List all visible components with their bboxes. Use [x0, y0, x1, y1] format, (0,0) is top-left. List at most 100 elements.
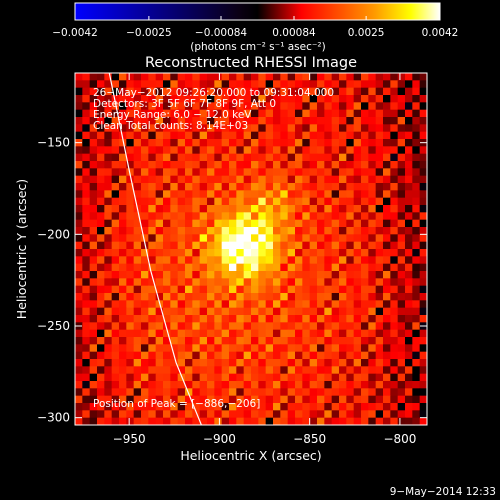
- heatmap-cell: [199, 197, 208, 206]
- heatmap-cell: [243, 87, 252, 96]
- heatmap-cell: [302, 366, 311, 375]
- heatmap-cell: [97, 366, 105, 375]
- heatmap-cell: [346, 95, 355, 103]
- heatmap-cell: [324, 344, 333, 353]
- heatmap-cell: [192, 190, 201, 199]
- heatmap-cell: [265, 102, 274, 111]
- heatmap-cell: [419, 190, 427, 199]
- heatmap-cell: [368, 351, 377, 360]
- heatmap-cell: [419, 344, 427, 353]
- heatmap-cell: [375, 381, 384, 389]
- heatmap-cell: [221, 139, 230, 147]
- heatmap-cell: [324, 263, 333, 272]
- heatmap-cell: [82, 344, 91, 353]
- heatmap-cell: [375, 212, 384, 221]
- heatmap-cell: [324, 117, 333, 125]
- heatmap-cell: [324, 359, 333, 367]
- heatmap-cell: [221, 197, 230, 206]
- heatmap-cell: [243, 95, 252, 103]
- heatmap-cell: [419, 241, 427, 250]
- heatmap-cell: [229, 153, 237, 162]
- heatmap-cell: [353, 117, 362, 125]
- heatmap-cell: [346, 183, 355, 191]
- heatmap-cell: [324, 300, 333, 309]
- heatmap-cell: [353, 388, 362, 397]
- heatmap-cell: [104, 417, 113, 425]
- heatmap-cell: [390, 337, 399, 345]
- heatmap-cell: [155, 278, 164, 287]
- heatmap-cell: [280, 366, 289, 375]
- heatmap-cell: [126, 285, 135, 294]
- heatmap-cell: [346, 249, 355, 257]
- heatmap-cell: [273, 381, 281, 389]
- heatmap-cell: [75, 205, 83, 213]
- heatmap-cell: [361, 388, 369, 397]
- heatmap-cell: [295, 300, 303, 309]
- heatmap-cell: [265, 139, 274, 147]
- heatmap-cell: [243, 366, 252, 375]
- heatmap-cell: [221, 205, 230, 213]
- heatmap-cell: [390, 359, 399, 367]
- heatmap-cell: [309, 131, 318, 140]
- heatmap-cell: [405, 153, 413, 162]
- heatmap-cell: [229, 256, 237, 265]
- heatmap-cell: [353, 344, 362, 353]
- heatmap-cell: [126, 168, 135, 177]
- heatmap-cell: [75, 293, 83, 301]
- heatmap-cell: [346, 175, 355, 184]
- heatmap-cell: [287, 381, 296, 389]
- heatmap-cell: [419, 146, 427, 155]
- heatmap-cell: [309, 337, 318, 345]
- heatmap-cell: [368, 109, 377, 118]
- heatmap-cell: [214, 219, 223, 228]
- peak-position-label: Position of Peak = [−886,−206]: [93, 398, 260, 410]
- heatmap-cell: [82, 146, 91, 155]
- heatmap-cell: [258, 153, 267, 162]
- heatmap-cell: [236, 168, 245, 177]
- heatmap-cell: [397, 161, 406, 169]
- heatmap-cell: [390, 124, 399, 133]
- heatmap-cell: [397, 307, 406, 316]
- heatmap-cell: [126, 161, 135, 169]
- heatmap-cell: [126, 124, 135, 133]
- heatmap-cell: [207, 87, 215, 96]
- heatmap-cell: [419, 175, 427, 184]
- heatmap-cell: [397, 153, 406, 162]
- heatmap-cell: [82, 263, 91, 272]
- info-annotations: 26−May−2012 09:26:20.000 to 09:31:04.000…: [93, 87, 334, 132]
- heatmap-cell: [383, 344, 391, 353]
- heatmap-cell: [192, 403, 201, 411]
- heatmap-cell: [133, 146, 142, 155]
- heatmap-cell: [265, 197, 274, 206]
- heatmap-cell: [375, 146, 384, 155]
- heatmap-cell: [75, 249, 83, 257]
- heatmap-cell: [126, 256, 135, 265]
- heatmap-cell: [339, 227, 347, 235]
- heatmap-cell: [82, 315, 91, 323]
- heatmap-cell: [331, 300, 340, 309]
- heatmap-cell: [405, 190, 413, 199]
- heatmap-cell: [302, 256, 311, 265]
- heatmap-cell: [148, 161, 157, 169]
- heatmap-cell: [148, 153, 157, 162]
- heatmap-cell: [243, 263, 252, 272]
- heatmap-cell: [170, 300, 179, 309]
- heatmap-cell: [75, 146, 83, 155]
- heatmap-cell: [295, 322, 303, 331]
- heatmap-cell: [273, 117, 281, 125]
- heatmap-cell: [339, 241, 347, 250]
- heatmap-cell: [309, 183, 318, 191]
- heatmap-cell: [192, 219, 201, 228]
- heatmap-cell: [324, 197, 333, 206]
- heatmap-cell: [236, 227, 245, 235]
- heatmap-cell: [324, 329, 333, 338]
- heatmap-cell: [89, 190, 98, 199]
- heatmap-cell: [199, 80, 208, 89]
- heatmap-cell: [346, 241, 355, 250]
- heatmap-cell: [111, 285, 120, 294]
- heatmap-cell: [419, 337, 427, 345]
- heatmap-cell: [192, 131, 201, 140]
- heatmap-cell: [309, 124, 318, 133]
- heatmap-cell: [104, 307, 113, 316]
- heatmap-cell: [317, 417, 325, 425]
